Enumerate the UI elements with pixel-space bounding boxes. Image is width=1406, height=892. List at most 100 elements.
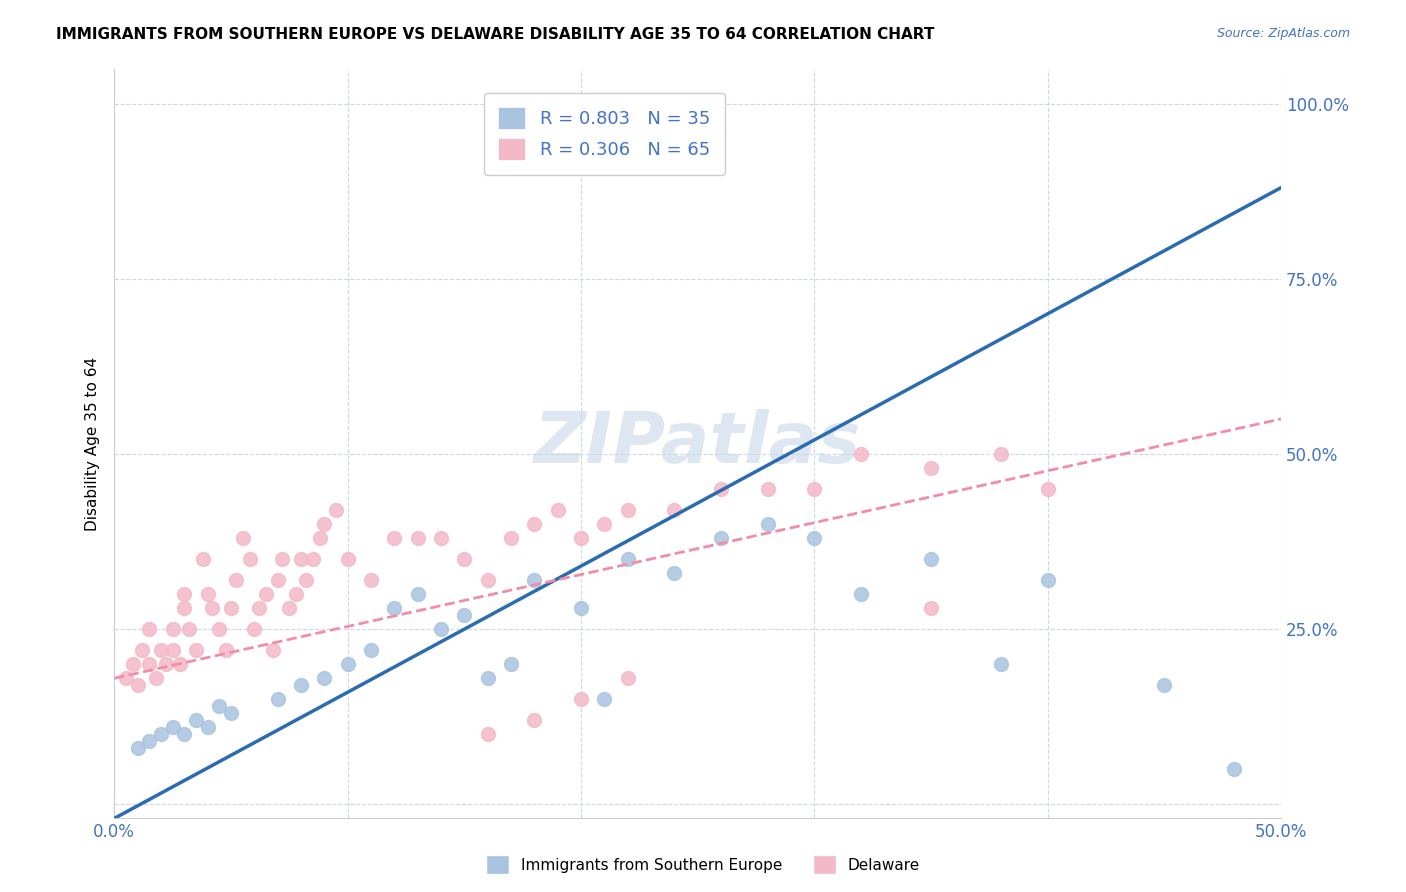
Point <box>1223 763 1246 777</box>
Point <box>225 573 247 587</box>
Point <box>262 643 284 657</box>
Point <box>197 720 219 734</box>
Point <box>664 566 686 581</box>
Y-axis label: Disability Age 35 to 64: Disability Age 35 to 64 <box>86 357 100 531</box>
Point <box>266 692 288 706</box>
Point <box>593 517 616 532</box>
Point <box>127 741 149 756</box>
Point <box>1036 573 1059 587</box>
Point <box>710 531 733 545</box>
Point <box>593 692 616 706</box>
Point <box>849 587 872 601</box>
Point <box>197 587 219 601</box>
Point <box>314 671 336 685</box>
Point <box>173 727 195 741</box>
Point <box>254 587 277 601</box>
Legend: R = 0.803   N = 35, R = 0.306   N = 65: R = 0.803 N = 35, R = 0.306 N = 65 <box>484 93 724 175</box>
Legend: Immigrants from Southern Europe, Delaware: Immigrants from Southern Europe, Delawar… <box>479 849 927 880</box>
Point <box>325 503 347 517</box>
Point <box>219 601 242 615</box>
Point <box>382 601 405 615</box>
Point <box>285 587 308 601</box>
Point <box>453 608 475 623</box>
Point <box>243 622 266 636</box>
Point <box>803 482 825 496</box>
Point <box>219 706 242 721</box>
Point <box>184 643 207 657</box>
Point <box>803 531 825 545</box>
Point <box>710 482 733 496</box>
Point <box>138 657 160 672</box>
Point <box>569 531 592 545</box>
Point <box>547 503 569 517</box>
Point <box>382 531 405 545</box>
Point <box>616 671 638 685</box>
Point <box>920 461 942 475</box>
Point <box>177 622 200 636</box>
Point <box>756 517 779 532</box>
Point <box>149 727 172 741</box>
Point <box>477 671 499 685</box>
Point <box>155 657 177 672</box>
Point <box>301 552 323 566</box>
Point <box>290 552 312 566</box>
Point <box>314 517 336 532</box>
Point <box>145 671 167 685</box>
Point <box>360 643 382 657</box>
Point <box>453 552 475 566</box>
Text: IMMIGRANTS FROM SOUTHERN EUROPE VS DELAWARE DISABILITY AGE 35 TO 64 CORRELATION : IMMIGRANTS FROM SOUTHERN EUROPE VS DELAW… <box>56 27 935 42</box>
Point <box>308 531 330 545</box>
Point <box>406 587 429 601</box>
Point <box>149 643 172 657</box>
Point <box>616 552 638 566</box>
Point <box>569 601 592 615</box>
Point <box>990 657 1012 672</box>
Point <box>271 552 294 566</box>
Point <box>499 657 522 672</box>
Point <box>231 531 253 545</box>
Point <box>173 601 195 615</box>
Point <box>920 552 942 566</box>
Point <box>1153 678 1175 692</box>
Point <box>238 552 260 566</box>
Point <box>430 531 453 545</box>
Point <box>191 552 214 566</box>
Point <box>162 622 184 636</box>
Point <box>184 714 207 728</box>
Point <box>336 552 359 566</box>
Point <box>756 482 779 496</box>
Point <box>138 734 160 748</box>
Point <box>115 671 138 685</box>
Point <box>208 622 231 636</box>
Point <box>920 601 942 615</box>
Point <box>162 643 184 657</box>
Point <box>131 643 153 657</box>
Point <box>278 601 301 615</box>
Point <box>294 573 316 587</box>
Point <box>523 714 546 728</box>
Point <box>477 727 499 741</box>
Point <box>569 692 592 706</box>
Point <box>477 573 499 587</box>
Point <box>523 573 546 587</box>
Point <box>247 601 270 615</box>
Point <box>290 678 312 692</box>
Point <box>990 447 1012 461</box>
Point <box>336 657 359 672</box>
Text: Source: ZipAtlas.com: Source: ZipAtlas.com <box>1216 27 1350 40</box>
Point <box>523 517 546 532</box>
Point <box>208 699 231 714</box>
Point <box>138 622 160 636</box>
Point <box>215 643 238 657</box>
Point <box>162 720 184 734</box>
Point <box>664 503 686 517</box>
Point <box>849 447 872 461</box>
Point <box>360 573 382 587</box>
Point <box>127 678 149 692</box>
Text: ZIPatlas: ZIPatlas <box>534 409 862 478</box>
Point <box>1036 482 1059 496</box>
Point <box>406 531 429 545</box>
Point <box>266 573 288 587</box>
Point <box>499 531 522 545</box>
Point <box>173 587 195 601</box>
